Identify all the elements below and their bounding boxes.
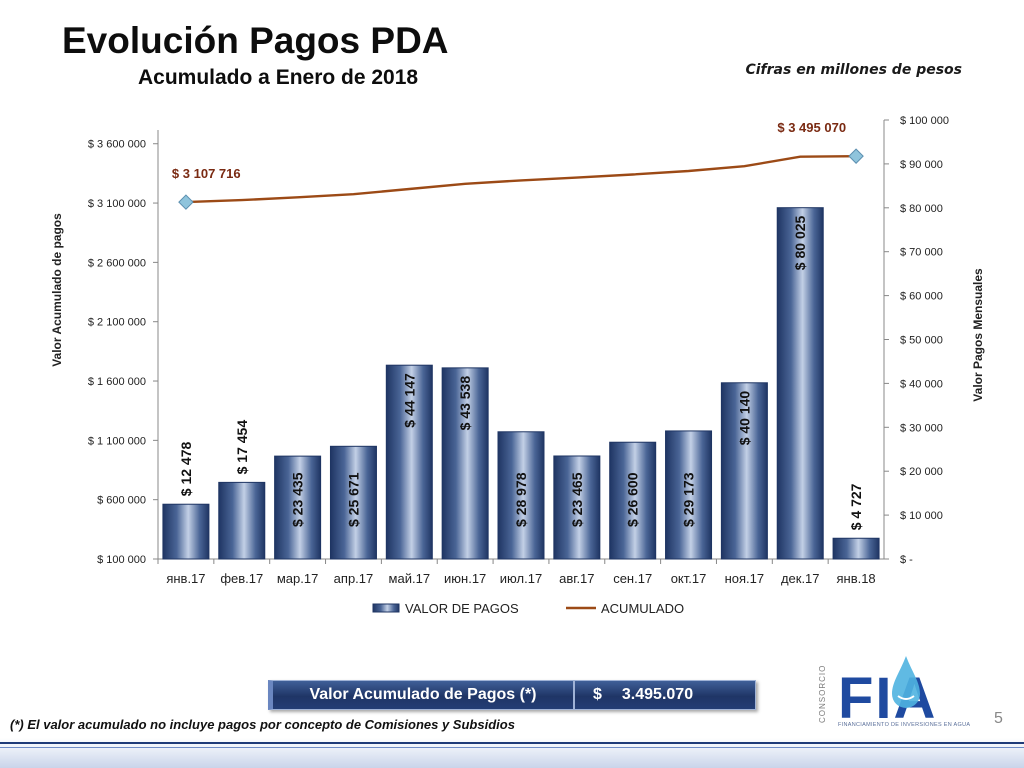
bar-data-label: $ 80 025 [792, 215, 808, 270]
x-tick-label: янв.17 [166, 571, 205, 586]
bar [609, 441, 657, 560]
accumulated-summary-box: Valor Acumulado de Pagos (*) $ 3.495.070 [268, 680, 756, 710]
bar [665, 430, 713, 560]
x-tick-label: апр.17 [334, 571, 374, 586]
bar [218, 481, 266, 560]
bar-data-label: $ 40 140 [736, 391, 752, 446]
payments-chart: $ 12 478 $ 17 454 $ 23 435 $ 25 671 $ 44 147… [50, 115, 985, 616]
x-tick-label: сен.17 [613, 571, 652, 586]
units-note: Cifras en millones de pesos [745, 62, 962, 78]
right-tick-label: $ 80 000 [900, 203, 943, 215]
right-tick-label: $ - [900, 554, 913, 566]
bar-data-labels: $ 12 478 $ 17 454 $ 23 435 $ 25 671 $ 44 147… [178, 215, 864, 530]
accumulated-line [185, 155, 857, 204]
page-number: 5 [994, 710, 1003, 727]
legend-line-label: ACUMULADO [601, 601, 684, 616]
right-tick-label: $ 40 000 [900, 378, 943, 390]
tick-labels: $ 100 000 $ 600 000 $ 1 100 000 $ 1 600 000… [50, 115, 985, 586]
left-axis-title: Valor Acumulado de pagos [50, 213, 64, 367]
summary-label: Valor Acumulado de Pagos (*) [268, 680, 574, 710]
bar-data-label: $ 28 978 [513, 472, 529, 527]
line-point-label: $ 3 107 716 [172, 166, 241, 181]
accumulated-line-series: $ 3 107 716 $ 3 495 070 [172, 120, 864, 210]
x-tick-label: май.17 [389, 571, 431, 586]
left-tick-label: $ 3 600 000 [88, 139, 146, 151]
bar [776, 207, 824, 560]
bar [329, 445, 377, 560]
bottom-decoration-band [0, 738, 1024, 768]
bar-data-label: $ 17 454 [234, 420, 250, 475]
line-point-marker [848, 148, 864, 164]
logo-tagline: FINANCIAMIENTO DE INVERSIONES EN AGUA [838, 722, 971, 728]
line-point-marker [178, 194, 194, 210]
right-tick-label: $ 90 000 [900, 159, 943, 171]
x-tick-label: дек.17 [781, 571, 820, 586]
right-tick-label: $ 10 000 [900, 510, 943, 522]
bar-data-label: $ 44 147 [401, 373, 417, 428]
footnote: (*) El valor acumulado no incluye pagos … [10, 717, 515, 732]
bar [497, 431, 545, 560]
left-tick-label: $ 100 000 [97, 554, 146, 566]
line-point-label: $ 3 495 070 [777, 120, 846, 135]
bar [553, 455, 601, 560]
bar-data-label: $ 12 478 [178, 442, 194, 497]
x-tick-label: янв.18 [836, 571, 875, 586]
bar [832, 537, 880, 560]
right-tick-label: $ 100 000 [900, 115, 949, 127]
bar-data-label: $ 23 435 [290, 472, 306, 527]
summary-value-cell: $ 3.495.070 [574, 680, 756, 710]
chart-legend: VALOR DE PAGOS ACUMULADO [372, 601, 684, 616]
x-tick-label: окт.17 [671, 571, 707, 586]
bar [162, 503, 210, 560]
bar-data-label: $ 23 465 [569, 472, 585, 527]
left-tick-label: $ 2 600 000 [88, 257, 146, 269]
x-tick-label: авг.17 [559, 571, 594, 586]
x-tick-label: мар.17 [277, 571, 318, 586]
x-tick-label: ноя.17 [725, 571, 765, 586]
bar-data-label: $ 25 671 [345, 472, 361, 527]
left-tick-label: $ 1 600 000 [88, 376, 146, 388]
left-tick-label: $ 3 100 000 [88, 198, 146, 210]
fia-logo: CONSORCIO FIA FINANCIAMIENTO DE INVERSIO… [818, 650, 990, 740]
summary-value: 3.495.070 [621, 686, 694, 703]
x-tick-label: июн.17 [444, 571, 486, 586]
bar-series [162, 207, 880, 560]
logo-mark-icon: FIA [838, 656, 935, 731]
bar [441, 367, 489, 560]
bar [385, 364, 433, 560]
bar-data-label: $ 43 538 [457, 376, 473, 431]
right-tick-label: $ 20 000 [900, 466, 943, 478]
x-tick-label: фев.17 [220, 571, 263, 586]
right-tick-label: $ 70 000 [900, 247, 943, 259]
right-axis-title: Valor Pagos Mensuales [971, 268, 985, 402]
right-tick-label: $ 50 000 [900, 335, 943, 347]
legend-bar-swatch [372, 603, 400, 613]
left-tick-label: $ 600 000 [97, 495, 146, 507]
right-tick-label: $ 60 000 [900, 291, 943, 303]
bar [274, 455, 322, 560]
left-tick-label: $ 2 100 000 [88, 317, 146, 329]
summary-currency: $ [593, 686, 602, 703]
page-subtitle: Acumulado a Enero de 2018 [138, 66, 419, 89]
bar-data-label: $ 4 727 [848, 483, 864, 530]
x-tick-label: июл.17 [500, 571, 542, 586]
page-title: Evolución Pagos PDA [62, 20, 449, 61]
left-tick-label: $ 1 100 000 [88, 435, 146, 447]
bar-data-label: $ 26 600 [625, 472, 641, 527]
bar-data-label: $ 29 173 [681, 472, 697, 527]
legend-bar-label: VALOR DE PAGOS [405, 601, 519, 616]
bar [720, 382, 768, 560]
right-tick-label: $ 30 000 [900, 422, 943, 434]
